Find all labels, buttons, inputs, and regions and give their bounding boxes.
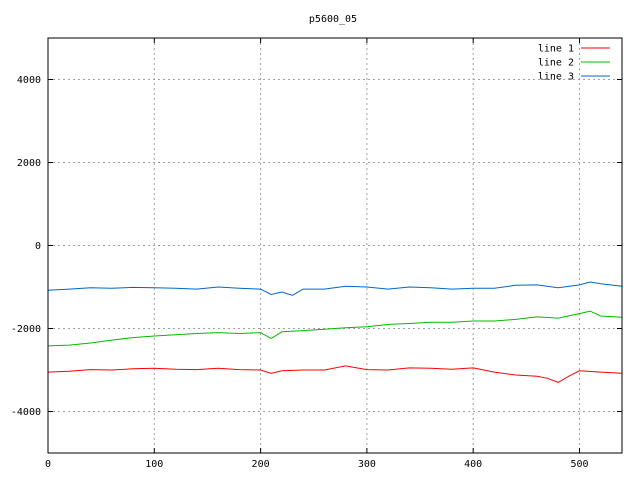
legend-label-3: line 3 bbox=[538, 72, 574, 83]
legend: line 1 line 2 line 3 bbox=[538, 44, 610, 83]
series-line-3 bbox=[47, 281, 623, 296]
legend-label-1: line 1 bbox=[538, 44, 574, 55]
chart-title: p5600_05 bbox=[309, 14, 357, 25]
x-tick-label: 100 bbox=[145, 459, 163, 470]
y-tick-label: -2000 bbox=[11, 324, 41, 335]
y-tick-label: 4000 bbox=[17, 75, 41, 86]
legend-label-2: line 2 bbox=[538, 58, 574, 69]
y-tick-label: 0 bbox=[35, 241, 41, 252]
x-tick-label: 500 bbox=[570, 459, 588, 470]
x-tick-label: 200 bbox=[252, 459, 270, 470]
axes: 0 100 200 300 400 500 -4000 -2000 0 2000 4000 bbox=[11, 37, 623, 470]
x-tick-label: 300 bbox=[358, 459, 376, 470]
x-tick-label: 400 bbox=[464, 459, 482, 470]
y-tick-label: -4000 bbox=[11, 407, 41, 418]
grid-lines bbox=[48, 38, 622, 453]
y-tick-label: 2000 bbox=[17, 158, 41, 169]
series-layer bbox=[47, 281, 623, 383]
series-line-2 bbox=[47, 310, 623, 347]
x-tick-label: 0 bbox=[45, 459, 51, 470]
series-line-1 bbox=[47, 365, 623, 383]
